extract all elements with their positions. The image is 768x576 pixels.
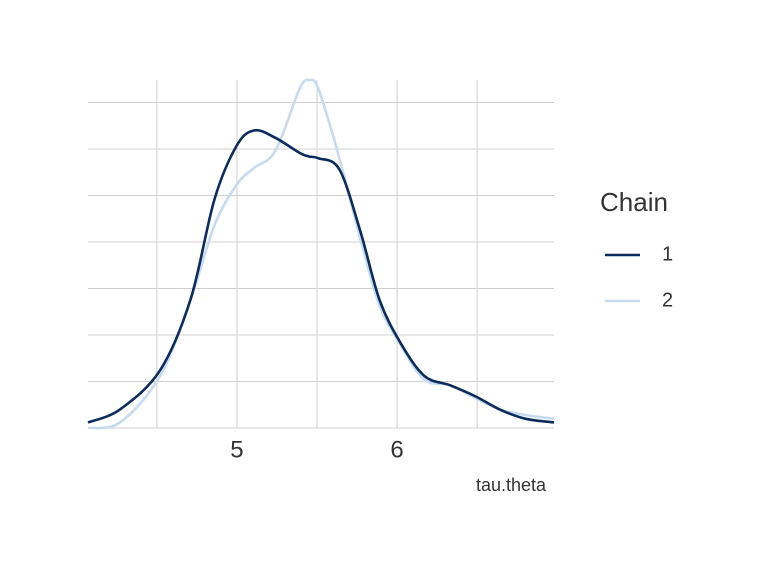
legend-label: 1 [662, 243, 673, 265]
density-line [87, 128, 555, 424]
density-line [87, 78, 555, 430]
x-axis-label: tau.theta [476, 475, 547, 495]
x-tick-label: 6 [390, 436, 403, 463]
x-tick-label: 5 [230, 436, 243, 463]
legend-label: 2 [662, 289, 673, 311]
legend-title: Chain [600, 187, 668, 217]
